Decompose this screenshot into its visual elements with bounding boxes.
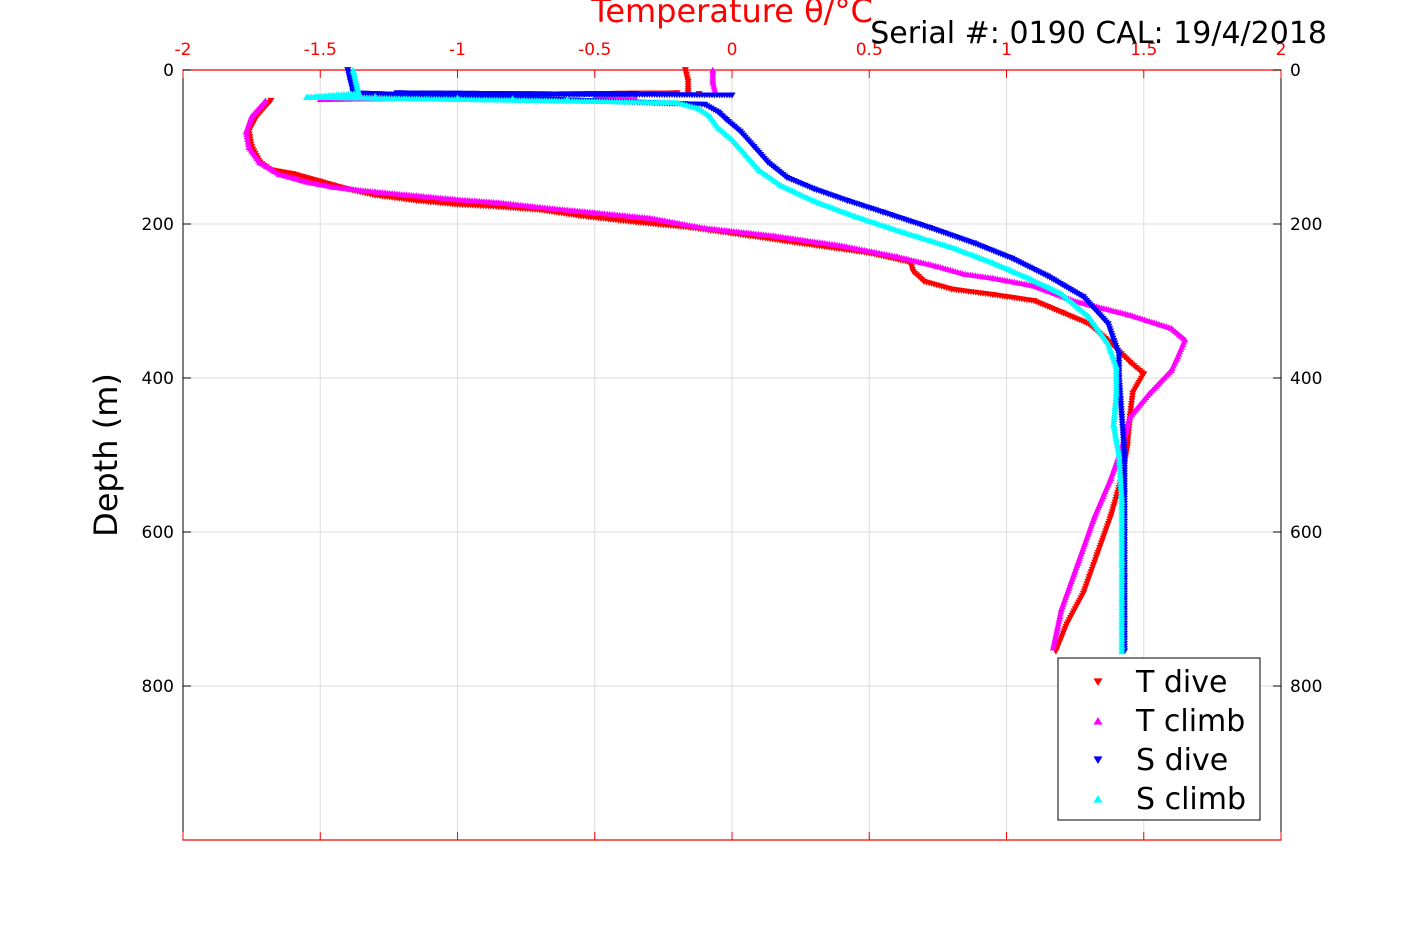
data-point	[1110, 423, 1118, 430]
data-point	[1111, 405, 1119, 412]
y-axis-title: Depth (m)	[87, 373, 125, 537]
y-tick-label-left: 200	[142, 215, 174, 235]
data-point	[453, 94, 462, 101]
y-tick-label-right: 0	[1290, 61, 1301, 81]
legend-label: S climb	[1136, 782, 1246, 817]
legend-marker	[1093, 716, 1103, 725]
data-point	[1112, 398, 1120, 404]
x-tick-label: -2	[175, 40, 192, 60]
data-point	[1112, 432, 1120, 439]
legend-box	[1057, 657, 1261, 821]
y-tick-label-right: 200	[1290, 215, 1322, 235]
data-point	[1056, 610, 1064, 617]
legend-label: S dive	[1136, 743, 1228, 778]
legend-marker	[1093, 678, 1103, 687]
y-tick-label-left: 400	[142, 369, 174, 389]
data-point	[1112, 392, 1120, 399]
x-tick-label: 0	[727, 40, 738, 60]
data-point	[352, 78, 360, 85]
data-point	[1051, 637, 1059, 644]
data-point	[1057, 608, 1065, 615]
data-point	[508, 95, 516, 102]
legend-marker	[1093, 794, 1103, 803]
data-point	[1056, 613, 1064, 619]
data-points	[242, 66, 1189, 655]
legend-label: T climb	[1135, 704, 1245, 739]
data-point	[1111, 428, 1119, 435]
data-point	[1111, 408, 1119, 415]
y-tick-label-left: 800	[142, 677, 174, 697]
serial-calibration-label: Serial #: 0190 CAL: 19/4/2018	[870, 16, 1327, 51]
data-point	[1112, 390, 1120, 397]
data-point	[244, 138, 252, 145]
data-point	[1114, 444, 1122, 451]
x-tick-label: -1	[449, 40, 466, 60]
data-point	[1113, 442, 1121, 449]
data-point	[1109, 420, 1118, 428]
y-tick-label-right: 600	[1290, 523, 1322, 543]
y-tick-label-left: 0	[163, 61, 174, 81]
x-axis-title: Temperature θ/°C	[590, 0, 873, 30]
data-point	[1057, 605, 1065, 612]
series-s-dive	[344, 67, 1129, 655]
x-tick-label: 2	[1276, 40, 1287, 60]
data-point	[1110, 413, 1118, 420]
y-tick-label-left: 600	[142, 523, 174, 543]
data-point	[1113, 440, 1121, 446]
x-tick-label: 0.5	[856, 40, 883, 60]
x-tick-label: 1.5	[1130, 40, 1157, 60]
data-point	[1050, 639, 1058, 646]
data-point	[1052, 632, 1060, 639]
data-point	[1052, 630, 1060, 636]
data-point	[371, 92, 379, 100]
data-point	[1114, 447, 1122, 453]
data-point	[1053, 625, 1061, 631]
data-point	[243, 133, 251, 140]
data-point	[1118, 648, 1126, 655]
data-point	[563, 96, 571, 103]
data-point	[1049, 644, 1057, 651]
data-point	[1051, 634, 1059, 641]
data-point	[245, 141, 252, 148]
data-point	[1115, 449, 1123, 456]
data-point	[1055, 615, 1063, 622]
data-point	[244, 136, 251, 143]
data-point	[242, 128, 250, 135]
x-tick-label: 1	[1001, 40, 1012, 60]
data-point	[1112, 395, 1120, 402]
legend-label: T dive	[1135, 665, 1227, 700]
legend: T dive T climb S dive S climb	[1057, 657, 1261, 821]
series-t-dive	[245, 67, 1148, 655]
data-point	[1111, 403, 1119, 409]
data-point	[1111, 410, 1118, 417]
data-point	[1111, 430, 1119, 437]
data-point	[728, 92, 736, 99]
data-point	[1054, 622, 1062, 629]
x-tick-label: -0.5	[578, 40, 611, 60]
data-point	[1110, 416, 1118, 422]
data-point	[1113, 437, 1120, 444]
data-point	[1054, 620, 1062, 627]
series-s-climb	[302, 66, 1126, 655]
series-t-climb	[242, 66, 1189, 651]
data-point	[1112, 435, 1120, 442]
data-point	[243, 131, 250, 137]
data-point	[1055, 617, 1063, 624]
y-tick-label-right: 800	[1290, 677, 1322, 697]
data-point	[1111, 400, 1119, 407]
data-point	[349, 66, 357, 73]
x-tick-label: -1.5	[304, 40, 337, 60]
data-point	[1110, 425, 1118, 432]
legend-marker	[1093, 756, 1103, 765]
data-point	[709, 78, 717, 85]
data-point	[1053, 627, 1061, 634]
y-tick-label-right: 400	[1290, 369, 1322, 389]
